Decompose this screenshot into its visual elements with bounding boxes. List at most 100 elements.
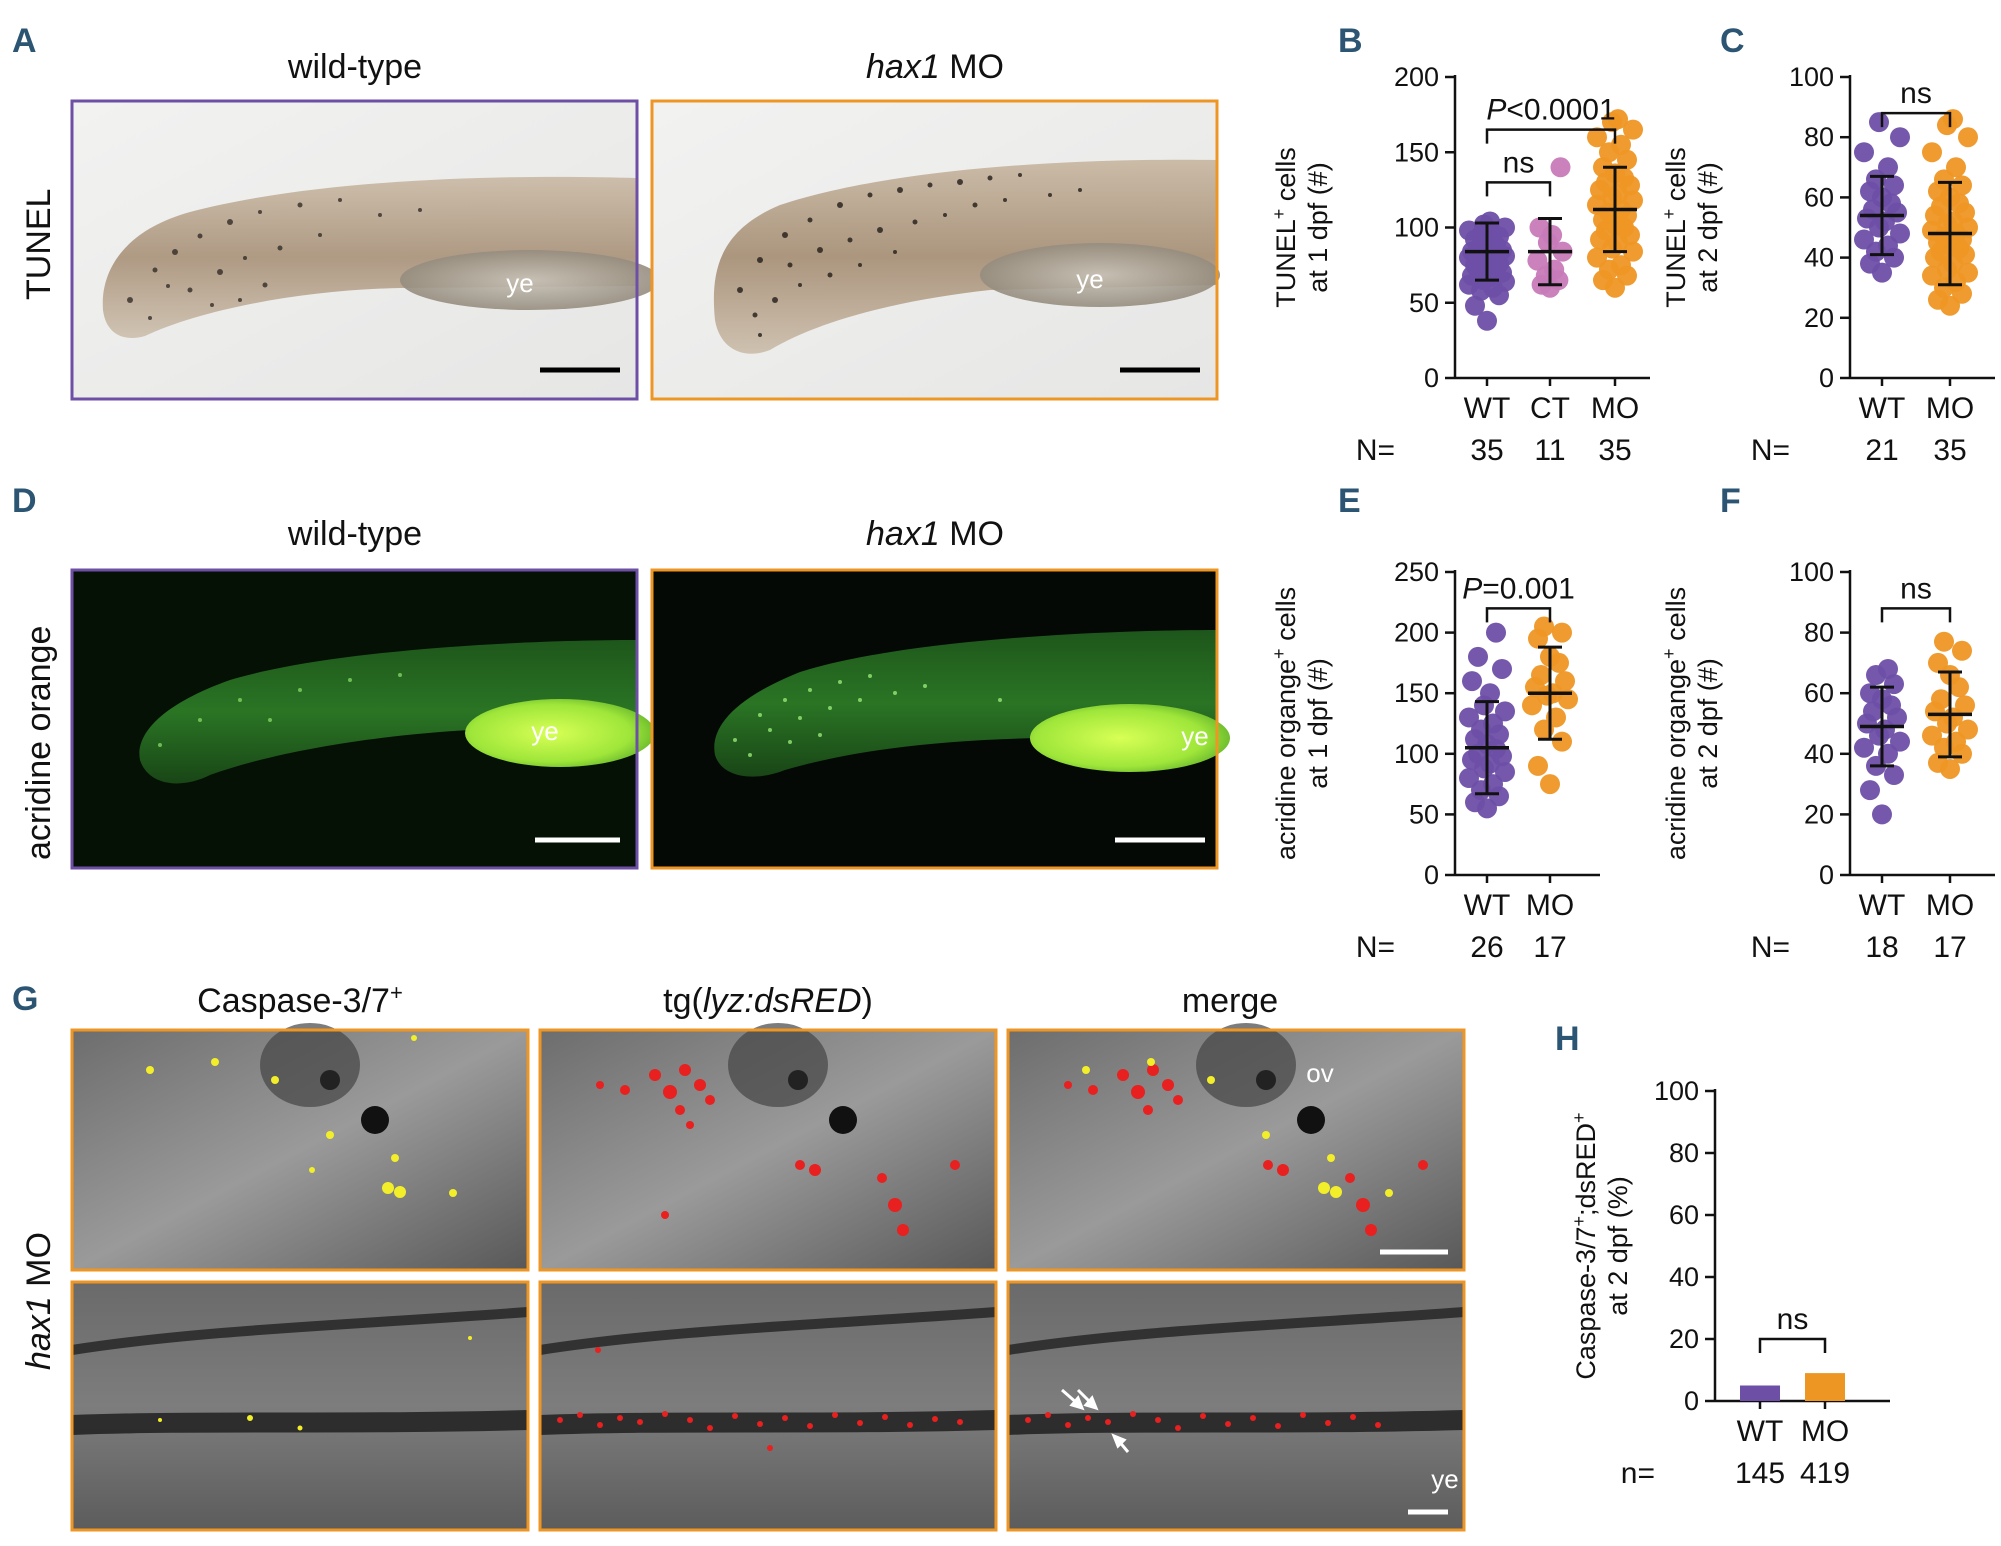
n-value-label: 26 [1470, 931, 1503, 964]
y-tick-label: 60 [1804, 678, 1834, 708]
n-value-label: 21 [1865, 434, 1898, 467]
data-point [1480, 211, 1500, 232]
panel-a: A TUNEL wild-type hax1 MO ye [12, 22, 1220, 401]
significance-label: P<0.0001 [1486, 94, 1615, 127]
image-tunel-wild-type: ye [70, 99, 660, 401]
n-label: N= [1356, 931, 1395, 964]
data-point [1495, 217, 1515, 238]
y-axis-label-c: TUNEL+ cellsat 2 dpf (#) [1659, 147, 1723, 308]
data-point [1623, 241, 1643, 262]
n-label: N= [1751, 434, 1790, 467]
data-point [1544, 259, 1565, 280]
data-point [1922, 220, 1942, 241]
image-g-caspase-bottom [70, 1280, 530, 1532]
data-point [1958, 262, 1978, 283]
data-point [1890, 127, 1910, 148]
y-tick-label: 100 [1394, 213, 1439, 243]
title-wild-type-d: wild-type [287, 515, 422, 553]
data-point [1587, 127, 1607, 148]
data-point [1529, 217, 1550, 238]
significance-bracket [1485, 181, 1552, 197]
data-point [1884, 674, 1904, 695]
data-point [1958, 127, 1978, 148]
side-label-acridine-orange: acridine orange [20, 626, 58, 860]
y-tick-label: 60 [1669, 1200, 1699, 1230]
label-ye-a2: ye [1076, 264, 1103, 294]
image-g-merge-bottom: ye [1006, 1280, 1466, 1532]
data-point [1552, 622, 1572, 643]
title-wild-type-a: wild-type [287, 48, 422, 86]
data-point [1459, 220, 1479, 241]
y-tick-label: 40 [1804, 739, 1834, 769]
panel-letter-d: D [12, 482, 37, 520]
y-tick-label: 20 [1804, 799, 1834, 829]
data-point [1587, 247, 1607, 268]
significance-bracket [1880, 607, 1952, 623]
y-tick-label: 40 [1669, 1262, 1699, 1292]
chart-c: C TUNEL+ cellsat 2 dpf (#) 0 20 40 60 80 100 WT 2… [1659, 22, 1995, 467]
label-ye-d2: ye [1181, 721, 1208, 751]
y-axis-label-b: TUNEL+ cellsat 1 dpf (#) [1269, 147, 1333, 308]
y-tick-label: 0 [1684, 1386, 1699, 1416]
y-tick-label: 20 [1669, 1324, 1699, 1354]
y-tick-label: 0 [1424, 363, 1439, 393]
y-tick-label: 0 [1819, 363, 1834, 393]
data-point [1540, 774, 1560, 795]
data-point [1495, 701, 1515, 722]
data-point [1480, 683, 1500, 704]
data-point [1611, 255, 1631, 276]
y-tick-label: 150 [1394, 678, 1439, 708]
title-lyz-dsred: tg(lyz:dsRED) [663, 982, 873, 1020]
data-point [1928, 652, 1948, 673]
y-tick-label: 100 [1789, 557, 1834, 587]
data-point [1869, 112, 1889, 133]
data-point [1492, 658, 1512, 679]
significance-bracket [1485, 607, 1552, 623]
n-label: n= [1621, 1457, 1655, 1490]
data-point [1608, 109, 1628, 130]
x-category-label: WT [1737, 1415, 1784, 1448]
x-category-label: CT [1530, 392, 1570, 425]
title-hax1-mo-a: hax1 MO [866, 48, 1004, 86]
significance-bracket [1880, 111, 1952, 128]
y-tick-label: 60 [1804, 182, 1834, 212]
data-point [1477, 310, 1497, 331]
y-tick-label: 250 [1394, 557, 1439, 587]
significance-label: ns [1503, 146, 1535, 179]
bar [1740, 1385, 1780, 1401]
data-point [1854, 229, 1874, 250]
y-tick-label: 20 [1804, 303, 1834, 333]
data-point [1527, 250, 1548, 271]
data-point [1459, 768, 1479, 789]
data-point [1890, 731, 1910, 752]
y-axis-label-h: Caspase-3/7+;dsRED+at 2 dpf (%) [1569, 1112, 1633, 1379]
data-point [1462, 671, 1482, 692]
data-point [1878, 658, 1898, 679]
image-ao-hax1-mo: ye [650, 568, 1230, 870]
x-category-label: MO [1926, 889, 1974, 922]
side-label-tunel: TUNEL [20, 189, 58, 300]
y-tick-label: 100 [1394, 739, 1439, 769]
label-ov: ov [1306, 1058, 1333, 1088]
bar [1805, 1373, 1845, 1401]
data-point [1522, 695, 1542, 716]
x-category-label: WT [1859, 392, 1906, 425]
data-point [1465, 295, 1485, 316]
y-tick-label: 80 [1804, 618, 1834, 648]
data-point [1922, 265, 1942, 286]
image-g-merge-top: ov [1006, 1023, 1466, 1272]
panel-letter-f: F [1720, 482, 1741, 520]
panel-letter-c: C [1720, 22, 1745, 60]
data-point [1623, 119, 1643, 140]
data-point [1922, 725, 1942, 746]
label-ye-d1: ye [531, 716, 558, 746]
data-point [1878, 157, 1898, 178]
data-point [1555, 671, 1575, 692]
data-point [1860, 780, 1880, 801]
n-value-label: 35 [1598, 434, 1631, 467]
data-point [1486, 622, 1506, 643]
x-category-label: WT [1859, 889, 1906, 922]
data-point [1531, 665, 1551, 686]
chart-h: H Caspase-3/7+;dsRED+at 2 dpf (%) 0 20 40 60 8… [1555, 1020, 1890, 1490]
